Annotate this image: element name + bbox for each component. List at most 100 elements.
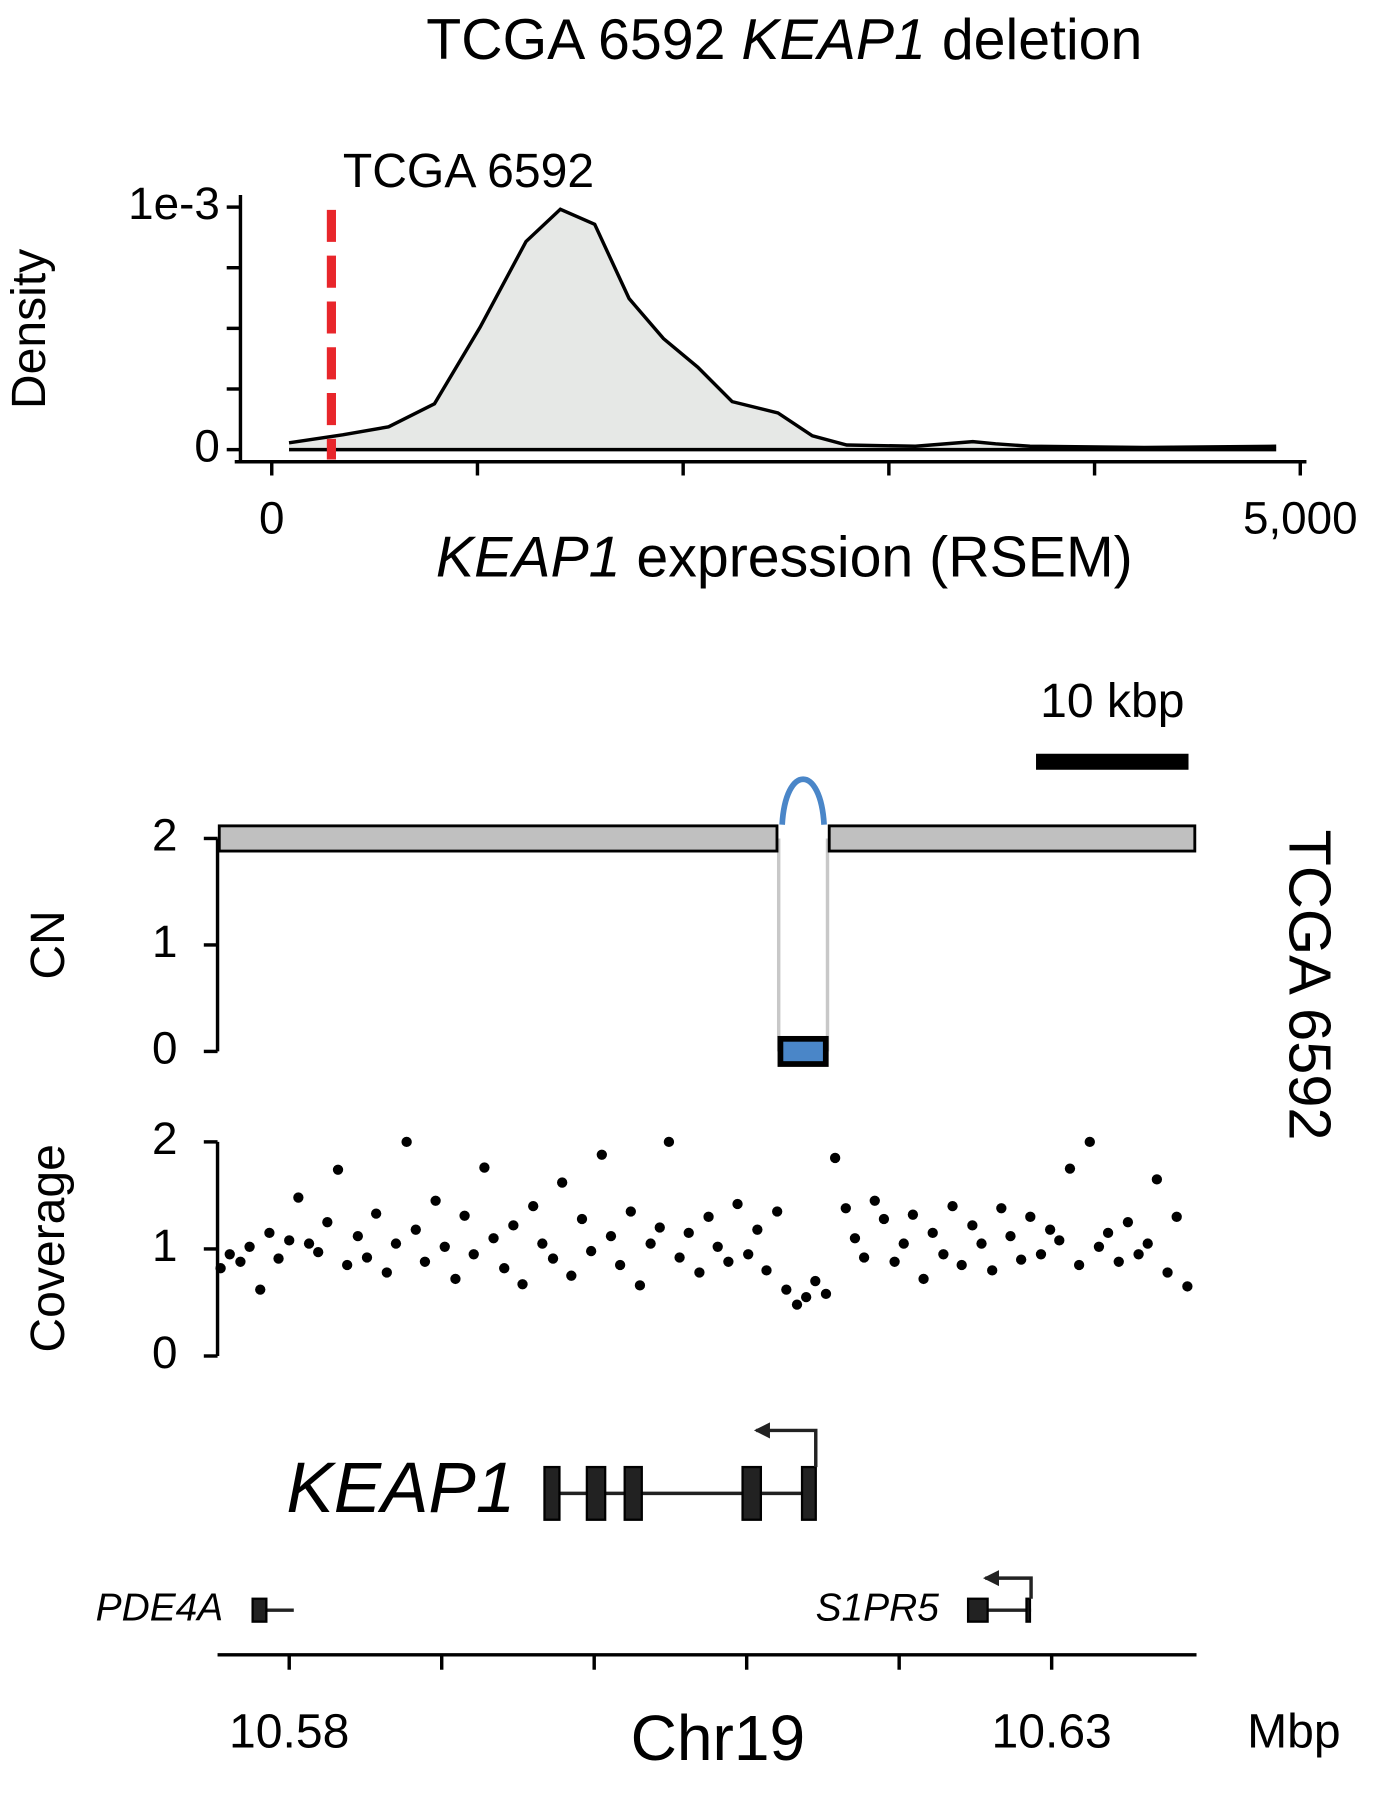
x-tick-label: 10.63: [991, 1705, 1111, 1759]
coverage-point: [1044, 1224, 1056, 1235]
y-tick-label: 0: [152, 1023, 177, 1074]
coverage-point: [1142, 1238, 1153, 1249]
chart-title: TCGA 6592 KEAP1 deletion: [426, 8, 1142, 72]
coverage-point: [566, 1270, 577, 1281]
coverage-point: [634, 1280, 646, 1291]
coverage-point: [967, 1220, 978, 1231]
coverage-point: [987, 1265, 998, 1276]
coverage-point: [596, 1149, 607, 1160]
arrow-head: [753, 1422, 770, 1439]
coverage-point: [488, 1233, 499, 1244]
gene-label: PDE4A: [96, 1586, 224, 1629]
gene-label: S1PR5: [816, 1586, 940, 1629]
cn-segment: [217, 824, 779, 853]
coverage-point: [244, 1241, 255, 1252]
title-rest: deletion: [942, 8, 1143, 72]
coverage-point: [605, 1230, 617, 1242]
coverage-point: [663, 1136, 675, 1148]
coverage-point: [1162, 1267, 1173, 1278]
coverage-label: Coverage: [21, 1144, 75, 1352]
coverage-point: [235, 1256, 246, 1267]
coverage-point: [878, 1213, 890, 1225]
coverage-point: [976, 1238, 987, 1249]
coverage-point: [645, 1238, 656, 1249]
y-tick-label: 1: [152, 1220, 177, 1271]
coverage-point: [410, 1224, 421, 1235]
coverage-point: [273, 1253, 284, 1264]
coverage-point: [528, 1200, 539, 1212]
y-tick-label: 1: [152, 916, 177, 967]
coverage-point: [215, 1263, 226, 1274]
coverage-point: [517, 1279, 528, 1290]
coverage-point: [450, 1273, 461, 1285]
marker-label: TCGA 6592: [343, 144, 594, 198]
coverage-point: [829, 1152, 841, 1164]
coverage-point: [1182, 1281, 1193, 1292]
coverage-point: [927, 1227, 938, 1239]
exon: [800, 1465, 817, 1521]
coverage-point: [840, 1203, 851, 1214]
density-area: [289, 209, 1277, 450]
density-line: [288, 207, 1277, 450]
exon: [623, 1465, 643, 1521]
coverage-point: [820, 1288, 832, 1300]
exon: [1025, 1597, 1032, 1623]
coverage-point: [459, 1210, 470, 1221]
coverage-point: [1035, 1249, 1047, 1260]
x-tick-label: 5,000: [1243, 492, 1358, 543]
coverage-point: [956, 1259, 967, 1271]
strand-arrow: [756, 1428, 818, 1468]
coverage-point: [743, 1249, 754, 1260]
x-axis-label: Chr19: [631, 1702, 806, 1774]
coverage-point: [293, 1192, 304, 1203]
coverage-point: [1025, 1211, 1036, 1222]
coverage-point: [313, 1247, 324, 1258]
exon: [966, 1597, 989, 1623]
y-axis-label: Density: [2, 249, 56, 409]
coverage-point: [810, 1275, 821, 1287]
coverage-point: [869, 1195, 880, 1206]
coverage-point: [255, 1284, 266, 1295]
coverage-point: [1064, 1163, 1076, 1174]
coverage-point: [938, 1249, 949, 1260]
coverage-point: [858, 1252, 870, 1263]
coverage-point: [889, 1256, 900, 1267]
coverage-point: [1005, 1230, 1016, 1242]
coverage-point: [499, 1263, 510, 1274]
coverage-point: [1084, 1136, 1095, 1148]
coverage-point: [370, 1208, 382, 1219]
coverage-point: [1073, 1259, 1085, 1271]
coverage-point: [752, 1224, 763, 1235]
coverage-point: [479, 1162, 490, 1173]
coverage-point: [703, 1211, 714, 1222]
x-label-gene: KEAP1: [436, 525, 621, 589]
coverage-point: [1151, 1174, 1163, 1185]
x-tick-label: 10.58: [229, 1705, 349, 1759]
exon: [585, 1465, 607, 1521]
coverage-point: [654, 1222, 665, 1233]
coverage-point: [1171, 1211, 1182, 1222]
coverage-point: [224, 1249, 235, 1260]
deletion-arc: [779, 776, 827, 825]
coverage-point: [557, 1177, 568, 1188]
coverage-point: [801, 1291, 812, 1303]
coverage-point: [625, 1206, 636, 1217]
y-tick-label: 1e-3: [128, 178, 220, 229]
coverage-point: [322, 1217, 333, 1228]
coverage-point: [361, 1252, 373, 1263]
coverage-point: [381, 1267, 392, 1278]
coverage-point: [683, 1227, 694, 1239]
exon: [741, 1465, 763, 1521]
coverage-point: [585, 1245, 597, 1257]
exon: [251, 1597, 268, 1623]
title-sample: TCGA 6592: [426, 8, 725, 72]
coverage-point: [352, 1230, 363, 1242]
cn-label: CN: [21, 910, 75, 979]
coverage-point: [1113, 1256, 1124, 1267]
coverage-point: [264, 1227, 275, 1239]
coverage-point: [1093, 1241, 1105, 1252]
coverage-point: [772, 1206, 783, 1217]
y-tick-label: 0: [152, 1327, 177, 1378]
